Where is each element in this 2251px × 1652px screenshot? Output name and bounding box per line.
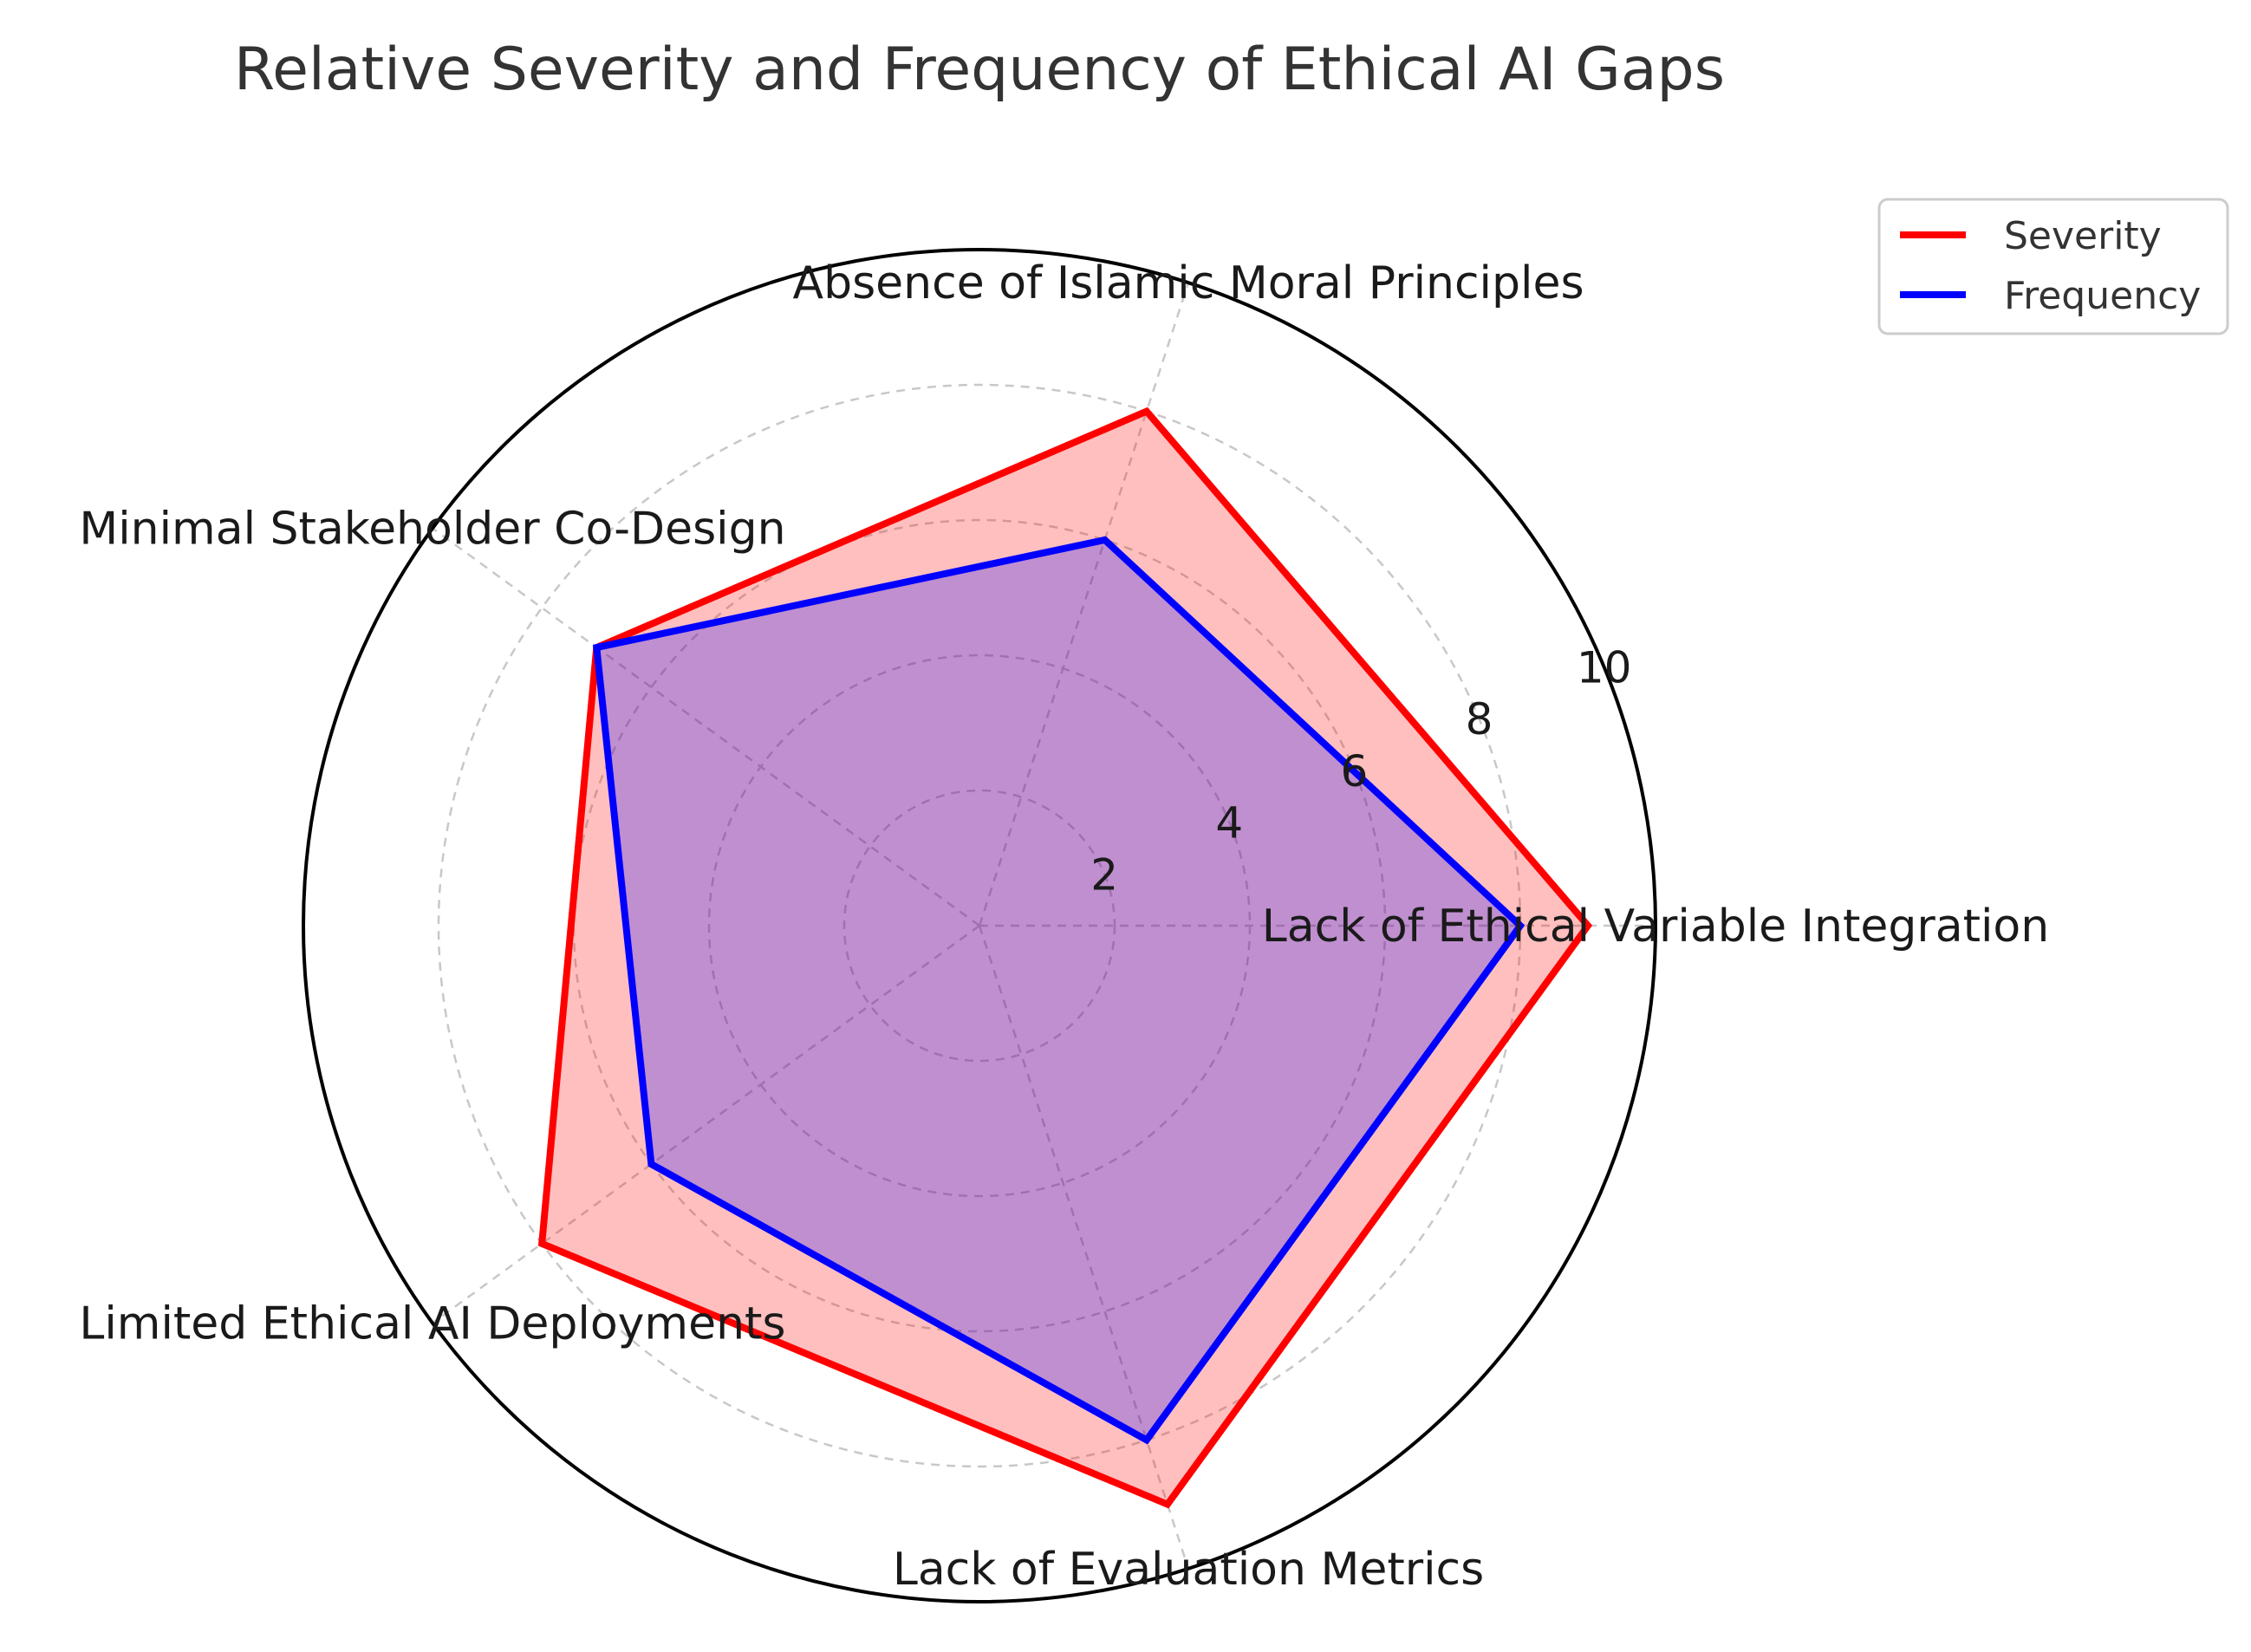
- radial-tick-label: 8: [1466, 694, 1493, 745]
- legend-frame: [1877, 198, 2229, 335]
- legend-label-frequency: Frequency: [2004, 274, 2201, 318]
- category-label: Lack of Evaluation Metrics: [893, 1544, 1484, 1596]
- category-label: Absence of Islamic Moral Principles: [793, 257, 1584, 309]
- tick-label-layer: 2 4 6 8 10: [1090, 643, 1631, 901]
- series-area-severity: [542, 411, 1589, 1505]
- grid-ring: [842, 789, 1116, 1063]
- legend: Severity Frequency: [1877, 198, 2229, 335]
- category-label: Lack of Ethical Variable Integration: [1262, 901, 2049, 953]
- radial-tick-label: 6: [1340, 746, 1368, 797]
- grid-spoke: [432, 924, 980, 1324]
- radial-tick-label: 2: [1090, 849, 1118, 900]
- chart-title: Relative Severity and Frequency of Ethic…: [234, 36, 1725, 104]
- legend-label-severity: Severity: [2004, 214, 2162, 258]
- grid-spoke: [978, 925, 1190, 1570]
- grid-spoke: [432, 527, 980, 927]
- outer-circle: [302, 248, 1657, 1603]
- outer-layer: [302, 248, 1657, 1603]
- series-line-frequency: [592, 536, 1526, 1445]
- radial-tick-label: 10: [1577, 643, 1632, 693]
- series-line-severity: [537, 406, 1593, 1509]
- radial-tick-label: 4: [1215, 798, 1243, 849]
- category-label: Limited Ethical AI Deployments: [79, 1298, 785, 1350]
- series-layer: [537, 406, 1593, 1509]
- series-area-frequency: [596, 539, 1520, 1441]
- grid-spoke: [978, 282, 1190, 927]
- category-label-layer: Lack of Ethical Variable Integration Abse…: [79, 257, 2049, 1596]
- category-label: Minimal Stakeholder Co-Design: [79, 504, 785, 556]
